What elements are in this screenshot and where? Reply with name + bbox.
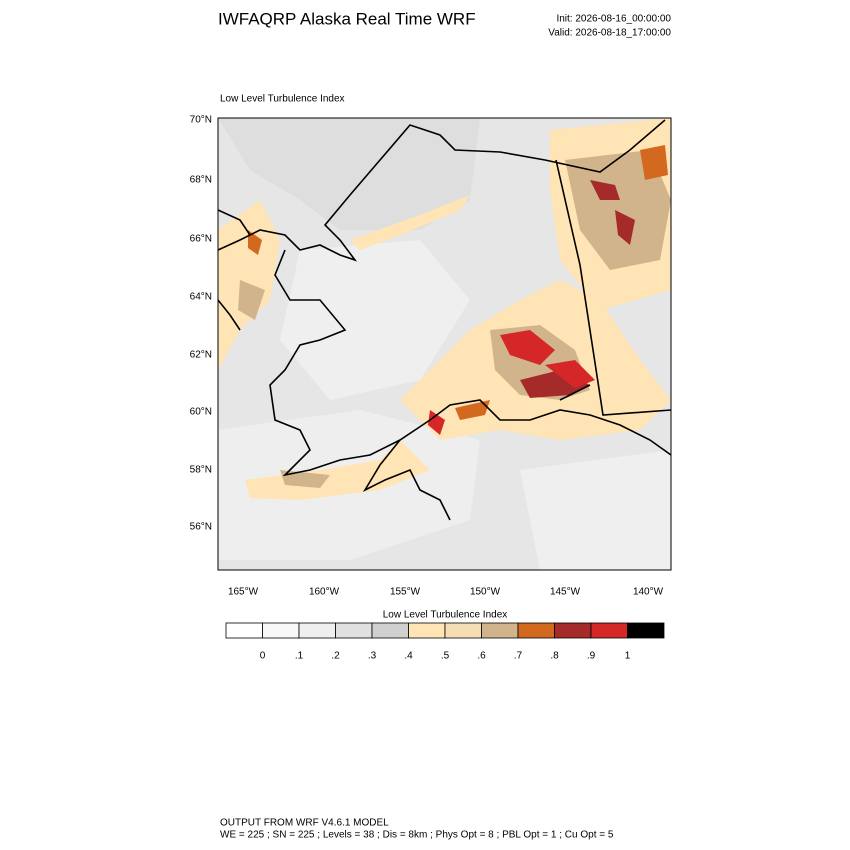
lat-label: 64°N bbox=[190, 292, 212, 303]
colorbar-label: .7 bbox=[514, 651, 523, 662]
lat-label: 62°N bbox=[190, 350, 212, 361]
colorbar-label: .8 bbox=[550, 651, 559, 662]
coastline bbox=[218, 119, 671, 521]
lon-label: 155°W bbox=[390, 587, 421, 598]
colorbar-label: 0 bbox=[260, 651, 266, 662]
lon-label: 160°W bbox=[309, 587, 340, 598]
colorbar-label: .2 bbox=[331, 651, 340, 662]
colorbar-box bbox=[408, 622, 446, 639]
colorbar-box bbox=[262, 622, 300, 639]
colorbar-label: .1 bbox=[295, 651, 304, 662]
lat-label: 66°N bbox=[190, 234, 212, 245]
valid-time: Valid: 2026-08-18_17:00:00 bbox=[548, 28, 671, 39]
lat-label: 56°N bbox=[190, 522, 212, 533]
map-field bbox=[218, 118, 671, 570]
lat-label: 58°N bbox=[190, 465, 212, 476]
lon-label: 140°W bbox=[633, 587, 664, 598]
lat-label: 70°N bbox=[190, 115, 212, 126]
lat-label: 60°N bbox=[190, 407, 212, 418]
colorbar-label: .5 bbox=[441, 651, 450, 662]
lon-label: 165°W bbox=[228, 587, 259, 598]
colorbar-box bbox=[335, 622, 373, 639]
lon-label: 150°W bbox=[470, 587, 501, 598]
title: IWFAQRP Alaska Real Time WRF bbox=[218, 9, 476, 28]
colorbar-label: .9 bbox=[587, 651, 596, 662]
colorbar-box bbox=[554, 622, 592, 639]
colorbar-label: .6 bbox=[477, 651, 486, 662]
map-label: Low Level Turbulence Index bbox=[220, 94, 345, 105]
colorbar-box bbox=[444, 622, 482, 639]
colorbar: 0 .1 .2 .3 .4 .5 .6 .7 .8 .9 1 bbox=[225, 622, 665, 662]
colorbar-label: .4 bbox=[404, 651, 413, 662]
map-frame bbox=[217, 117, 672, 571]
colorbar-label: .3 bbox=[368, 651, 377, 662]
colorbar-label: 1 bbox=[625, 651, 631, 662]
colorbar-box bbox=[590, 622, 628, 639]
colorbar-box bbox=[371, 622, 409, 639]
footer-line: OUTPUT FROM WRF V4.6.1 MODEL bbox=[220, 818, 389, 829]
colorbar-box bbox=[225, 622, 263, 639]
colorbar-box bbox=[481, 622, 519, 639]
init-time: Init: 2026-08-16_00:00:00 bbox=[556, 14, 671, 25]
colorbar-box bbox=[298, 622, 336, 639]
colorbar-box bbox=[517, 622, 555, 639]
footer-line: WE = 225 ; SN = 225 ; Levels = 38 ; Dis … bbox=[220, 830, 614, 841]
colorbar-box bbox=[627, 622, 665, 639]
lat-label: 68°N bbox=[190, 175, 212, 186]
colorbar-title: Low Level Turbulence Index bbox=[383, 610, 508, 621]
lon-label: 145°W bbox=[550, 587, 581, 598]
